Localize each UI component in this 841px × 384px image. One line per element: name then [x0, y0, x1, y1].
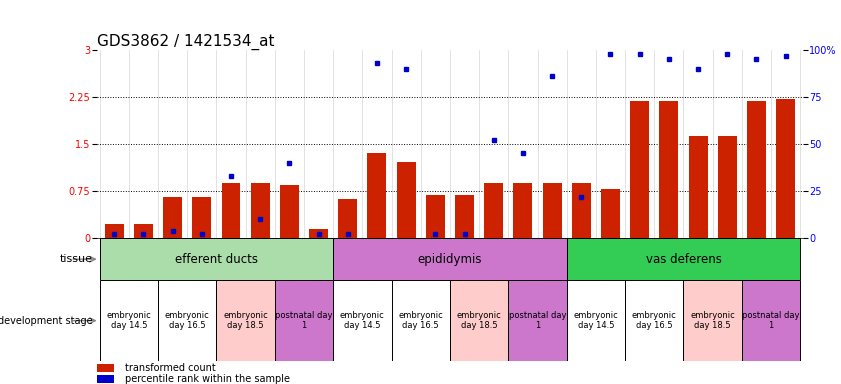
Bar: [717, 136, 737, 238]
Bar: [450, 280, 508, 361]
Text: embryonic
day 14.5: embryonic day 14.5: [574, 311, 618, 330]
Text: development stage: development stage: [0, 316, 93, 326]
Text: postnatal day
1: postnatal day 1: [275, 311, 333, 330]
Text: embryonic
day 18.5: embryonic day 18.5: [457, 311, 501, 330]
Bar: [221, 183, 241, 238]
Bar: [163, 197, 182, 238]
Text: tissue: tissue: [60, 254, 93, 264]
Text: vas deferens: vas deferens: [646, 253, 722, 266]
Bar: [275, 280, 333, 361]
Text: embryonic
day 14.5: embryonic day 14.5: [107, 311, 151, 330]
Text: embryonic
day 16.5: embryonic day 16.5: [165, 311, 209, 330]
Text: transformed count: transformed count: [125, 363, 216, 374]
Bar: [567, 280, 625, 361]
Bar: [338, 199, 357, 238]
Bar: [99, 238, 333, 280]
Bar: [513, 183, 532, 238]
Text: embryonic
day 18.5: embryonic day 18.5: [690, 311, 735, 330]
Text: epididymis: epididymis: [418, 253, 482, 266]
Text: embryonic
day 18.5: embryonic day 18.5: [223, 311, 268, 330]
Text: postnatal day
1: postnatal day 1: [509, 311, 566, 330]
Bar: [572, 183, 590, 238]
Bar: [193, 197, 211, 238]
Bar: [158, 280, 216, 361]
Bar: [508, 280, 567, 361]
Bar: [333, 280, 392, 361]
Text: percentile rank within the sample: percentile rank within the sample: [125, 374, 290, 384]
Bar: [105, 224, 124, 238]
Bar: [630, 101, 649, 238]
Text: efferent ducts: efferent ducts: [175, 253, 258, 266]
Bar: [280, 185, 299, 238]
Text: embryonic
day 16.5: embryonic day 16.5: [399, 311, 443, 330]
Bar: [426, 195, 445, 238]
Text: GDS3862 / 1421534_at: GDS3862 / 1421534_at: [97, 34, 274, 50]
Bar: [689, 136, 707, 238]
Text: embryonic
day 16.5: embryonic day 16.5: [632, 311, 677, 330]
Bar: [542, 183, 562, 238]
Bar: [625, 280, 684, 361]
Bar: [368, 154, 387, 238]
Bar: [776, 99, 795, 238]
Bar: [251, 183, 270, 238]
Bar: [747, 101, 766, 238]
Bar: [484, 183, 503, 238]
Bar: [97, 375, 114, 383]
Bar: [684, 280, 742, 361]
Text: postnatal day
1: postnatal day 1: [743, 311, 800, 330]
Bar: [99, 280, 158, 361]
Bar: [601, 189, 620, 238]
Bar: [397, 162, 415, 238]
Bar: [392, 280, 450, 361]
Bar: [455, 195, 474, 238]
Text: embryonic
day 14.5: embryonic day 14.5: [340, 311, 384, 330]
Bar: [309, 229, 328, 238]
Bar: [216, 280, 275, 361]
Bar: [659, 101, 679, 238]
Bar: [97, 364, 114, 372]
Bar: [333, 238, 567, 280]
Bar: [742, 280, 801, 361]
Bar: [134, 224, 153, 238]
Bar: [567, 238, 801, 280]
